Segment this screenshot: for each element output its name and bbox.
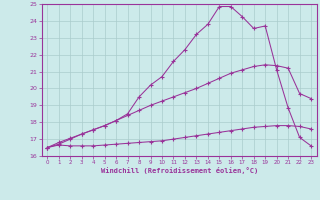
X-axis label: Windchill (Refroidissement éolien,°C): Windchill (Refroidissement éolien,°C) (100, 167, 258, 174)
